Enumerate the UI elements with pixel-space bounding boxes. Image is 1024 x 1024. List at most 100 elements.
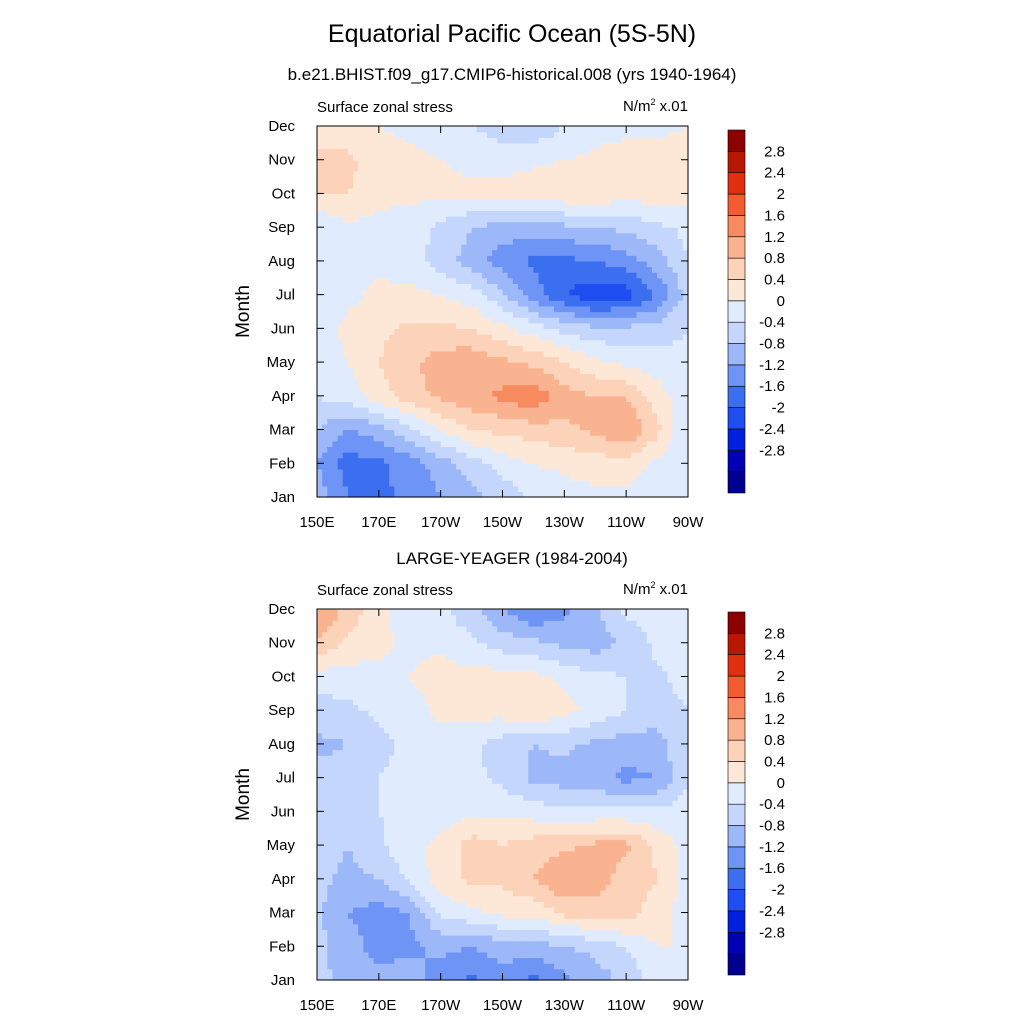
heatmap-cell [337, 159, 344, 166]
heatmap-cell [353, 345, 359, 352]
heatmap-cell [662, 193, 668, 200]
heatmap-cell [481, 390, 488, 397]
heatmap-cell [682, 468, 689, 476]
heatmap-cell [471, 412, 478, 419]
heatmap-cell [363, 244, 370, 251]
heatmap-cell [383, 350, 390, 358]
heatmap-cell [667, 255, 674, 262]
heatmap-cell [476, 412, 483, 419]
heatmap-cell [517, 429, 524, 436]
heatmap-cell [456, 277, 462, 284]
heatmap-cell [528, 154, 535, 161]
heatmap-cell [368, 968, 375, 975]
heatmap-cell [337, 463, 344, 470]
heatmap-cell [657, 474, 663, 481]
heatmap-cell [646, 215, 653, 223]
heatmap-cell [512, 142, 519, 150]
heatmap-cell [394, 142, 401, 150]
heatmap-cell [404, 407, 411, 414]
heatmap-cell [404, 328, 411, 335]
heatmap-cell [373, 446, 380, 453]
heatmap-cell [497, 300, 504, 307]
heatmap-cell [615, 182, 622, 189]
heatmap-cell [373, 457, 380, 464]
heatmap-cell [394, 423, 401, 431]
heatmap-cell [646, 974, 653, 981]
heatmap-cell [471, 452, 478, 459]
heatmap-cell [621, 457, 627, 464]
heatmap-cell [584, 154, 591, 161]
heatmap-cell [600, 227, 607, 234]
heatmap-cell [651, 367, 658, 374]
heatmap-cell [445, 401, 452, 408]
heatmap-cell [456, 227, 462, 234]
heatmap-cell [414, 193, 421, 200]
heatmap-cell [657, 255, 663, 262]
heatmap-cell [481, 300, 488, 307]
heatmap-cell [517, 407, 524, 414]
heatmap-cell [425, 176, 431, 183]
heatmap-cell [471, 249, 478, 256]
heatmap-cell [543, 491, 550, 498]
heatmap-cell [569, 390, 576, 397]
heatmap-cell [636, 317, 643, 324]
heatmap-cell [317, 474, 323, 481]
heatmap-cell [497, 260, 504, 268]
heatmap-cell [332, 339, 339, 346]
heatmap-cell [543, 328, 550, 335]
heatmap-cell [682, 300, 689, 307]
heatmap-cell [626, 170, 632, 178]
heatmap-cell [476, 362, 483, 369]
heatmap-cell [414, 148, 421, 155]
heatmap-cell [337, 227, 344, 234]
heatmap-cell [646, 435, 653, 442]
heatmap-cell [342, 407, 349, 414]
heatmap-cell [682, 193, 689, 200]
heatmap-cell [317, 457, 323, 464]
heatmap-cell [512, 457, 519, 464]
heatmap-cell [337, 210, 344, 217]
heatmap-cell [523, 283, 529, 290]
heatmap-cell [682, 277, 689, 284]
heatmap-cell [461, 367, 468, 374]
heatmap-cell [414, 378, 421, 386]
heatmap-cell [497, 238, 504, 245]
heatmap-cell [409, 968, 416, 975]
heatmap-cell [579, 407, 586, 414]
heatmap-cell [636, 418, 643, 425]
heatmap-cell [626, 423, 632, 431]
heatmap-cell [574, 491, 581, 498]
heatmap-cell [420, 210, 426, 217]
heatmap-cell [523, 272, 529, 279]
heatmap-cell [450, 362, 457, 369]
heatmap-cell [440, 215, 447, 223]
heatmap-cell [466, 204, 473, 211]
heatmap-cell [425, 232, 431, 240]
units-base: N/m [622, 581, 651, 598]
heatmap-cell [651, 176, 658, 183]
heatmap-cell [610, 193, 617, 200]
heatmap-cell [631, 390, 638, 397]
heatmap-cell [383, 412, 390, 419]
heatmap-cell [430, 170, 437, 178]
heatmap-cell [631, 367, 638, 374]
heatmap-cell [389, 204, 395, 211]
heatmap-cell [574, 440, 581, 448]
heatmap-cell [559, 317, 565, 324]
heatmap-cell [347, 317, 354, 324]
heatmap-cell [342, 244, 349, 251]
heatmap-cell [502, 154, 509, 161]
heatmap-cell [358, 199, 364, 206]
heatmap-cell [605, 255, 612, 262]
heatmap-cell [450, 429, 457, 436]
heatmap-cell [559, 142, 565, 150]
heatmap-cell [584, 260, 591, 268]
heatmap-cell [517, 255, 524, 262]
heatmap-cell [579, 423, 586, 431]
heatmap-cell [528, 491, 535, 498]
heatmap-cell [507, 165, 514, 172]
heatmap-cell [394, 260, 401, 268]
heatmap-cell [420, 390, 426, 397]
heatmap-cell [662, 126, 668, 133]
heatmap-cell [621, 283, 627, 290]
